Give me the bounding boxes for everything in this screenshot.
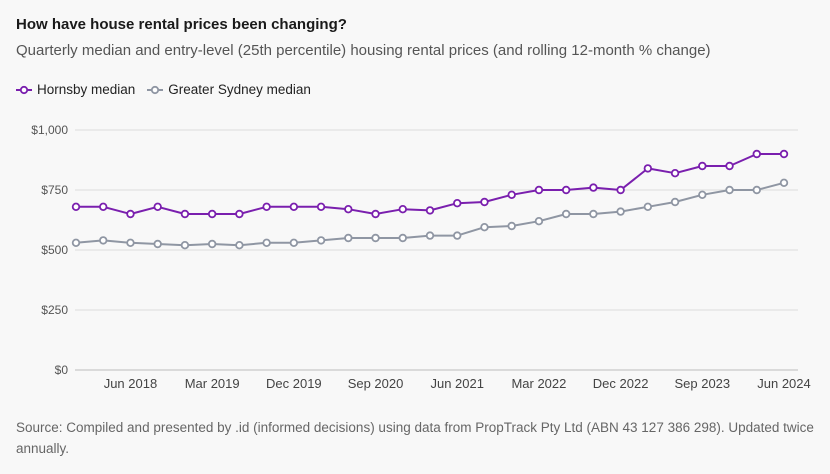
y-tick-label: $750 xyxy=(41,183,68,197)
data-point-greater-sydney-median xyxy=(507,221,516,231)
chart-subtitle: Quarterly median and entry-level (25th p… xyxy=(16,42,711,59)
data-point-hornsby-median xyxy=(344,204,353,214)
x-tick-label: Dec 2022 xyxy=(593,376,649,391)
x-tick-label: Mar 2019 xyxy=(185,376,240,391)
data-point-hornsby-median xyxy=(561,185,571,195)
data-point-greater-sydney-median xyxy=(71,238,81,247)
data-point-greater-sydney-median xyxy=(398,233,407,243)
data-point-hornsby-median xyxy=(398,204,407,214)
data-point-hornsby-median xyxy=(180,209,190,219)
data-point-hornsby-median xyxy=(698,161,707,171)
line-chart: $0 $250 $500 $750 $1,000 Jun 2018 Mar 2019 Dec … xyxy=(31,123,811,391)
x-tick-label: Jun 2018 xyxy=(104,376,158,391)
data-point-hornsby-median xyxy=(480,197,489,207)
data-point-hornsby-median xyxy=(126,209,135,219)
data-point-greater-sydney-median xyxy=(480,222,489,232)
x-tick-label: Jun 2021 xyxy=(430,376,484,391)
y-tick-label: $500 xyxy=(41,243,68,257)
data-point-greater-sydney-median xyxy=(425,231,435,240)
data-point-hornsby-median xyxy=(534,185,544,195)
x-tick-label: Jun 2024 xyxy=(757,376,811,391)
data-point-hornsby-median xyxy=(71,202,81,211)
data-point-hornsby-median xyxy=(752,149,761,159)
x-tick-label: Sep 2023 xyxy=(674,376,730,391)
data-point-greater-sydney-median xyxy=(126,238,135,247)
data-point-greater-sydney-median xyxy=(779,178,789,187)
data-point-hornsby-median xyxy=(616,185,625,195)
data-point-hornsby-median xyxy=(425,206,435,215)
data-point-greater-sydney-median xyxy=(344,233,353,243)
data-point-hornsby-median xyxy=(643,164,653,173)
data-point-hornsby-median xyxy=(153,202,162,211)
x-tick-label: Mar 2022 xyxy=(511,376,566,391)
data-point-hornsby-median xyxy=(262,202,271,211)
data-point-hornsby-median xyxy=(207,209,217,219)
data-point-greater-sydney-median xyxy=(752,185,761,195)
data-point-greater-sydney-median xyxy=(616,207,625,216)
x-tick-label: Dec 2019 xyxy=(266,376,322,391)
data-point-hornsby-median xyxy=(779,149,789,159)
legend-label-greater-sydney: Greater Sydney median xyxy=(168,82,311,97)
data-point-hornsby-median xyxy=(589,183,598,192)
data-point-greater-sydney-median xyxy=(670,197,680,207)
y-tick-label: $250 xyxy=(41,303,68,317)
data-point-greater-sydney-median xyxy=(153,239,162,249)
legend-item-greater-sydney[interactable]: Greater Sydney median xyxy=(147,82,311,97)
data-point-greater-sydney-median xyxy=(262,238,271,247)
x-tick-label: Sep 2020 xyxy=(348,376,404,391)
legend-swatch-hornsby xyxy=(16,85,32,94)
data-point-hornsby-median xyxy=(99,202,108,211)
data-point-greater-sydney-median xyxy=(207,239,217,249)
data-point-greater-sydney-median xyxy=(289,238,299,247)
chart-legend: Hornsby median Greater Sydney median xyxy=(16,82,323,97)
data-point-greater-sydney-median xyxy=(235,240,244,250)
data-point-hornsby-median xyxy=(289,202,299,211)
data-point-hornsby-median xyxy=(316,202,326,211)
data-point-hornsby-median xyxy=(235,209,244,219)
legend-swatch-greater-sydney xyxy=(147,85,164,94)
data-point-greater-sydney-median xyxy=(589,209,598,219)
data-point-hornsby-median xyxy=(371,209,380,219)
data-point-greater-sydney-median xyxy=(698,190,707,199)
data-point-greater-sydney-median xyxy=(534,216,544,226)
chart-title: How have house rental prices been changi… xyxy=(16,16,347,33)
data-point-greater-sydney-median xyxy=(643,202,653,211)
data-point-greater-sydney-median xyxy=(453,231,462,240)
y-tick-label: $1,000 xyxy=(31,123,68,137)
legend-item-hornsby[interactable]: Hornsby median xyxy=(16,82,135,97)
data-point-greater-sydney-median xyxy=(180,240,190,250)
data-point-hornsby-median xyxy=(670,169,680,178)
data-point-greater-sydney-median xyxy=(371,233,380,243)
data-point-greater-sydney-median xyxy=(99,236,108,245)
data-point-greater-sydney-median xyxy=(316,236,326,245)
source-note: Source: Compiled and presented by .id (i… xyxy=(16,420,814,456)
y-tick-label: $0 xyxy=(55,363,69,377)
data-point-hornsby-median xyxy=(507,190,516,199)
data-point-hornsby-median xyxy=(725,161,734,171)
data-point-greater-sydney-median xyxy=(561,209,571,219)
data-point-hornsby-median xyxy=(453,198,462,208)
data-point-greater-sydney-median xyxy=(725,185,734,195)
legend-label-hornsby: Hornsby median xyxy=(37,82,136,97)
